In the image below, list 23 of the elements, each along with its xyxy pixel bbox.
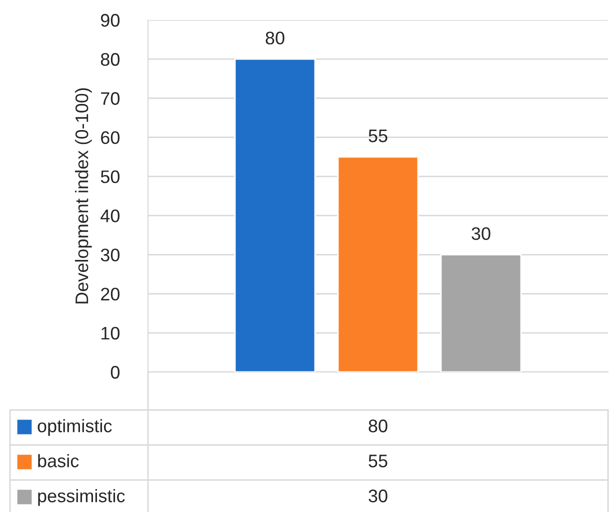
y-axis-title: Development index (0-100) — [74, 88, 92, 304]
y-tick-label: 60 — [101, 131, 120, 144]
y-tick-label: 80 — [100, 53, 120, 66]
bar — [440, 254, 522, 372]
bar — [337, 156, 419, 372]
text: 55 — [368, 454, 388, 468]
bar — [234, 58, 316, 372]
y-tick-label: 40 — [100, 209, 120, 222]
y-tick-label: 10 — [102, 326, 120, 340]
text: 30 — [368, 490, 388, 502]
legend-label: optimistic — [38, 419, 112, 436]
y-tick-label: 30 — [100, 248, 120, 262]
y-tick-label: 20 — [101, 288, 120, 300]
y-tick-label: 90 — [100, 14, 120, 27]
legend-label: basic — [38, 454, 79, 468]
legend-label: pessimistic — [38, 489, 125, 506]
y-tick-label: 70 — [101, 92, 120, 105]
y-tick-label: 0 — [110, 366, 120, 379]
data-label: 55 — [368, 130, 388, 142]
text: 80 — [368, 420, 388, 432]
data-label: 30 — [472, 227, 490, 240]
data-label: 80 — [266, 32, 284, 44]
y-tick-label: 50 — [100, 170, 120, 184]
